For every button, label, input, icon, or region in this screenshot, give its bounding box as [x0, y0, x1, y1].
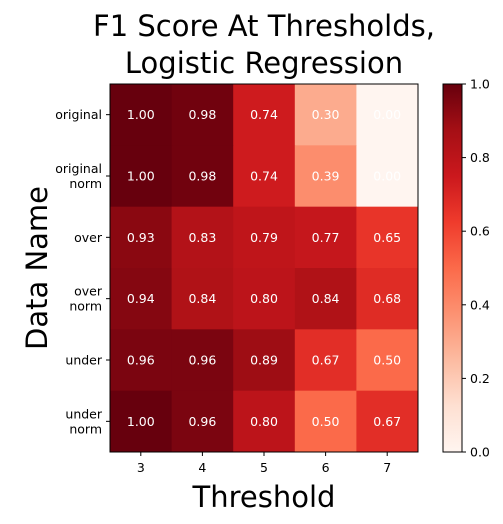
chart-title-line-2: Logistic Regression — [125, 46, 403, 80]
y-tick-label: original — [55, 107, 102, 122]
heatmap-cells: 1.00 0.98 0.74 0.30 0.00 1.00 0.98 0.74 0.39 0.00… — [110, 84, 419, 453]
heatmap-cell — [233, 145, 296, 208]
colorbar-tick-label: 0.4 — [470, 297, 490, 312]
y-tick-label: norm — [69, 421, 102, 436]
y-tick-label: under — [65, 353, 102, 368]
heatmap-cell — [171, 145, 234, 208]
heatmap-cell-value: 0.67 — [373, 414, 401, 429]
heatmap-cell-value: 0.98 — [188, 169, 216, 184]
heatmap-cell-value: 0.74 — [250, 107, 278, 122]
y-tick-label: original — [55, 161, 102, 176]
heatmap-cell — [171, 390, 234, 453]
x-tick-label: 5 — [260, 460, 268, 475]
heatmap-cell — [294, 268, 357, 330]
heatmap-cell — [110, 145, 173, 208]
y-tick-label: under — [65, 406, 102, 421]
heatmap-cell — [171, 329, 234, 392]
colorbar — [442, 83, 463, 453]
heatmap-cell — [356, 206, 419, 269]
x-axis-label: Threshold — [192, 480, 336, 514]
heatmap-cell — [356, 329, 419, 392]
heatmap-cell-value: 1.00 — [127, 107, 155, 122]
heatmap-cell-value: 0.80 — [250, 291, 278, 306]
heatmap-cell — [110, 329, 173, 392]
heatmap-cell-value: 0.96 — [188, 353, 216, 368]
heatmap-cell — [171, 206, 234, 269]
heatmap-cell — [356, 84, 419, 146]
heatmap-cell-value: 0.00 — [373, 107, 401, 122]
heatmap-cell-value: 0.65 — [373, 230, 401, 245]
heatmap-cell — [171, 84, 234, 146]
colorbar-tick-label: 0.2 — [470, 371, 490, 386]
heatmap-cell-value: 0.00 — [373, 169, 401, 184]
heatmap-cell-value: 0.84 — [312, 291, 340, 306]
heatmap-cell-value: 0.89 — [250, 353, 278, 368]
x-axis-ticks: 3 4 5 6 7 — [137, 452, 391, 475]
colorbar-ticks: 0.0 0.2 0.4 0.6 0.8 1.0 — [462, 77, 490, 460]
heatmap-cell — [294, 390, 357, 453]
heatmap-cell-value: 1.00 — [127, 169, 155, 184]
heatmap-cell-value: 0.74 — [250, 169, 278, 184]
heatmap-cell — [233, 84, 296, 146]
heatmap-cell — [110, 268, 173, 330]
x-tick-label: 7 — [383, 460, 391, 475]
heatmap-cell-value: 0.39 — [312, 169, 340, 184]
colorbar-tick-label: 1.0 — [470, 77, 490, 92]
heatmap-cell — [356, 390, 419, 453]
heatmap-cell-value: 0.68 — [373, 291, 401, 306]
heatmap-cell-value: 0.30 — [312, 107, 340, 122]
heatmap-cell-value: 0.84 — [188, 291, 216, 306]
colorbar-tick-label: 0.6 — [470, 224, 490, 239]
y-axis-label: Data Name — [20, 186, 54, 350]
heatmap-cell — [294, 84, 357, 146]
heatmap-cell-value: 0.93 — [127, 230, 155, 245]
colorbar-tick-label: 0.8 — [470, 150, 490, 165]
heatmap-cell-value: 0.96 — [127, 353, 155, 368]
x-tick-label: 6 — [322, 460, 330, 475]
heatmap-cell-value: 0.77 — [312, 230, 340, 245]
heatmap-cell-value: 0.50 — [373, 353, 401, 368]
heatmap-cell-value: 0.83 — [188, 230, 216, 245]
heatmap-cell — [233, 206, 296, 269]
heatmap-cell-value: 0.79 — [250, 230, 278, 245]
heatmap-cell — [233, 329, 296, 392]
colorbar-tick-label: 0.0 — [470, 445, 490, 460]
chart-title-line-1: F1 Score At Thresholds, — [93, 9, 435, 43]
heatmap-cell — [171, 268, 234, 330]
x-tick-label: 3 — [137, 460, 145, 475]
heatmap-cell-value: 0.67 — [312, 353, 340, 368]
y-axis-ticks: originaloriginalnormoverovernormunderund… — [55, 107, 110, 436]
heatmap-cell — [356, 145, 419, 208]
heatmap-cell-value: 0.98 — [188, 107, 216, 122]
y-tick-label: over — [74, 230, 103, 245]
heatmap-cell — [233, 390, 296, 453]
heatmap-cell-value: 0.80 — [250, 414, 278, 429]
y-tick-label: over — [74, 284, 103, 299]
y-tick-label: norm — [69, 176, 102, 191]
heatmap-cell — [294, 329, 357, 392]
heatmap-cell-value: 0.96 — [188, 414, 216, 429]
heatmap-cell — [294, 145, 357, 208]
heatmap-cell-value: 1.00 — [127, 414, 155, 429]
heatmap-cell-value: 0.94 — [127, 291, 155, 306]
y-tick-label: norm — [69, 299, 102, 314]
heatmap-cell — [110, 206, 173, 269]
heatmap-cell — [110, 390, 173, 453]
heatmap-cell — [110, 84, 173, 146]
heatmap-cell — [233, 268, 296, 330]
heatmap-cell-value: 0.50 — [312, 414, 340, 429]
x-tick-label: 4 — [198, 460, 206, 475]
heatmap-cell — [294, 206, 357, 269]
heatmap-cell — [356, 268, 419, 330]
